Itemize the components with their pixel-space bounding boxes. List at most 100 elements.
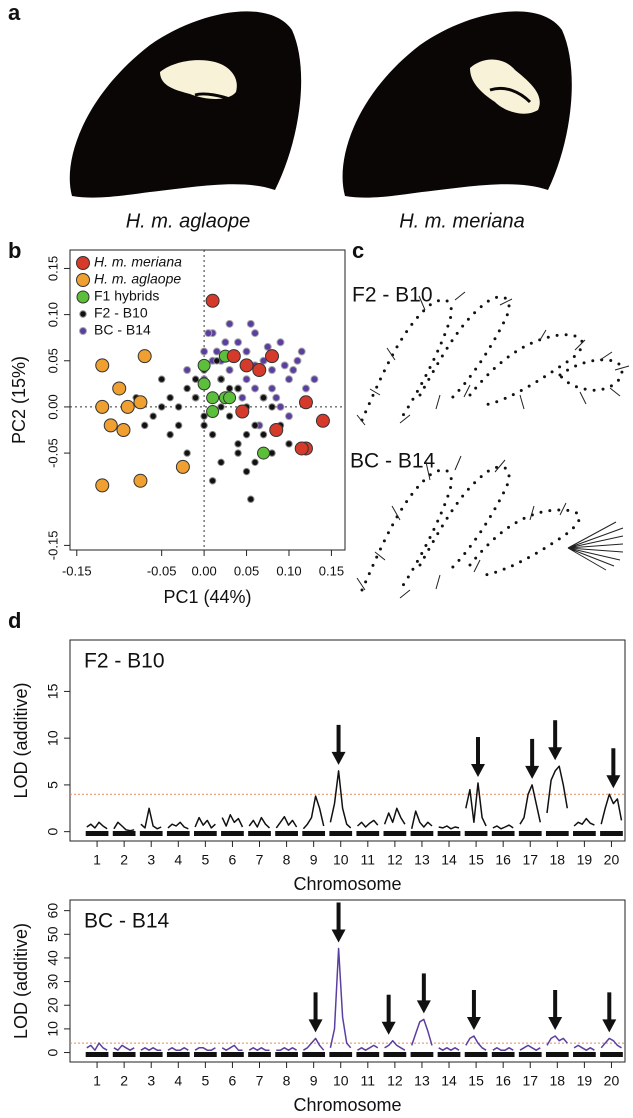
legend-label: BC - B14	[94, 322, 151, 338]
x-tick-label: 15	[468, 852, 484, 868]
y-tick-label: 10	[45, 730, 61, 746]
point	[269, 423, 284, 437]
qtl-arrow	[308, 992, 323, 1033]
point	[225, 412, 234, 420]
x-tick-label: 18	[550, 1073, 566, 1089]
point	[247, 495, 255, 503]
y-tick-label: 10	[45, 1021, 61, 1037]
x-tick-label: 4	[174, 852, 182, 868]
x-tick-label: 20	[604, 852, 620, 868]
point	[174, 421, 183, 430]
point	[137, 349, 152, 364]
point	[289, 366, 298, 374]
point	[268, 366, 277, 374]
chromosome-bar	[356, 1052, 380, 1057]
point	[285, 440, 293, 448]
x-tick-label: 10	[333, 852, 349, 868]
chromosome-bar	[573, 831, 596, 836]
x-tick-label: 5	[201, 852, 209, 868]
point	[225, 319, 234, 328]
chromosome-bar	[410, 831, 434, 836]
chromosome-bar	[329, 1052, 353, 1057]
chromosome-bar	[437, 831, 461, 836]
y-tick-label: 0.10	[45, 302, 60, 327]
arrow-head	[381, 1021, 396, 1035]
x-tick-label: 7	[256, 852, 264, 868]
x-tick-label: 16	[495, 852, 511, 868]
point	[251, 421, 259, 430]
point	[95, 399, 110, 414]
chromosome-bar	[573, 1052, 596, 1057]
chromosome-bar	[221, 1052, 244, 1057]
point	[293, 356, 302, 365]
point	[234, 440, 242, 448]
x-tick-label: -0.05	[147, 563, 177, 578]
chromosome-bar	[410, 1052, 434, 1057]
x-tick-label: 0.10	[276, 563, 301, 578]
y-axis-label: PC2 (15%)	[9, 356, 29, 444]
point	[310, 375, 319, 384]
point	[183, 366, 192, 374]
point	[246, 319, 255, 328]
chromosome-bar	[600, 1052, 623, 1057]
x-tick-label: 12	[387, 1073, 403, 1089]
x-axis-label: Chromosome	[293, 1095, 401, 1115]
point	[239, 358, 254, 373]
x-tick-label: 19	[577, 852, 593, 868]
chromosome-bar	[545, 831, 569, 836]
point	[205, 293, 220, 308]
arrow-head	[308, 1019, 323, 1033]
point	[217, 458, 225, 467]
y-tick-label: 20	[45, 997, 61, 1013]
point	[235, 404, 250, 419]
wing-right	[342, 11, 572, 198]
legend-marker	[76, 290, 90, 304]
y-axis-label: LOD (additive)	[11, 923, 31, 1039]
point	[191, 375, 200, 383]
legend-marker	[76, 256, 90, 270]
qtl-arrow	[602, 992, 617, 1033]
chromosome-bar	[383, 1052, 407, 1057]
point	[191, 393, 200, 402]
point	[242, 375, 251, 384]
point	[263, 342, 272, 351]
chromosome-bar	[275, 831, 298, 836]
point	[238, 393, 247, 402]
point	[166, 430, 174, 439]
point	[225, 384, 234, 393]
point	[259, 430, 268, 439]
point	[223, 391, 237, 405]
y-tick-label: 0.05	[45, 348, 60, 373]
point	[120, 399, 135, 414]
point	[252, 363, 267, 377]
point	[166, 393, 174, 402]
qtl-arrow	[470, 737, 485, 778]
y-tick-label: -0.05	[45, 438, 60, 468]
y-tick-label: -0.15	[45, 531, 60, 561]
x-tick-label: 14	[441, 1073, 457, 1089]
panel-letter: a	[8, 0, 21, 25]
x-tick-label: 1	[93, 852, 101, 868]
point	[200, 412, 208, 420]
qtl-arrow	[525, 738, 540, 779]
point	[276, 338, 285, 347]
chromosome-bar	[193, 1052, 217, 1057]
panel-letter: d	[8, 608, 21, 633]
point	[225, 366, 234, 374]
vector-panel-label: F2 - B10	[352, 284, 433, 307]
wing-label: H. m. meriana	[399, 210, 525, 232]
point	[183, 449, 191, 457]
arrow-head	[466, 1016, 481, 1030]
point	[208, 430, 217, 439]
x-tick-label: 16	[495, 1073, 511, 1089]
chromosome-bar	[112, 1052, 136, 1057]
point	[197, 358, 211, 372]
chromosome-bar	[85, 831, 109, 836]
x-axis-label: Chromosome	[293, 874, 401, 894]
panel-letter: c	[352, 238, 364, 263]
x-tick-label: 9	[310, 852, 318, 868]
point	[242, 347, 251, 356]
y-tick-label: 5	[45, 781, 61, 789]
point	[226, 349, 241, 364]
chromosome-bar	[464, 1052, 488, 1057]
